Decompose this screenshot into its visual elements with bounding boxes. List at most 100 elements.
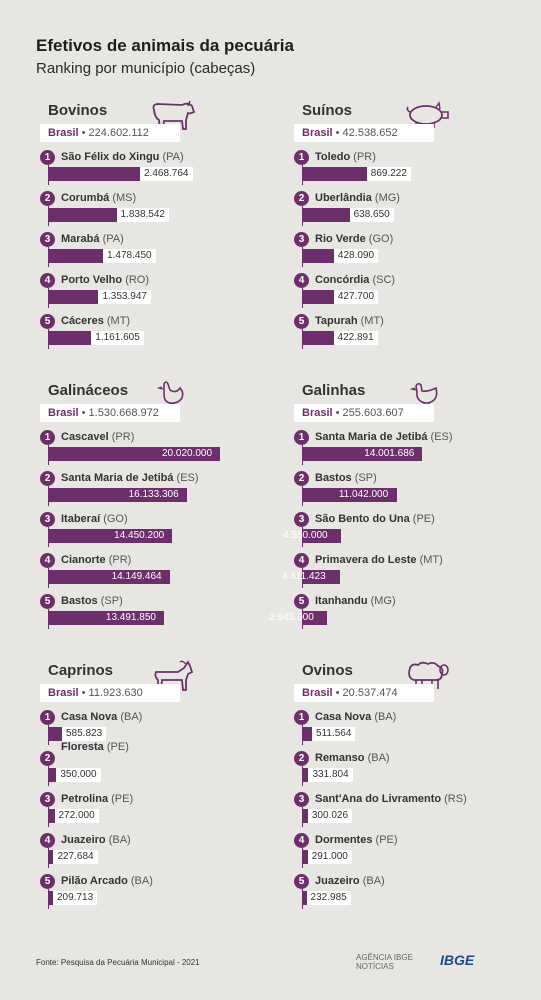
data-label: 272.000	[54, 809, 99, 823]
municipio-label: Casa Nova (BA)	[61, 711, 143, 723]
data-label: 2.468.764	[140, 167, 193, 181]
rank-badge: 2	[294, 191, 309, 206]
rank-badge: 2	[40, 471, 55, 486]
rank-badge: 5	[294, 874, 309, 889]
data-label: 638.650	[349, 208, 394, 222]
data-label: 20.020.000	[162, 448, 213, 459]
data-bar	[48, 570, 170, 584]
chart-title: Galináceos	[48, 382, 129, 399]
data-label: 209.713	[53, 891, 98, 905]
data-bar	[302, 768, 309, 782]
municipio-label: Cianorte (PR)	[61, 554, 132, 566]
rank-entry: 1 Casa Nova (BA) 511.564	[294, 710, 534, 750]
municipio-label: Concórdia (SC)	[315, 274, 396, 286]
data-bar	[48, 249, 104, 263]
data-bar	[48, 488, 187, 502]
municipio-label: Bastos (SP)	[61, 595, 123, 607]
rank-entry: 3 Sant'Ana do Livramento (RS) 300.026	[294, 792, 534, 832]
rank-entry: 2 Uberlândia (MG) 638.650	[294, 191, 534, 231]
uf-label: (MS)	[112, 192, 137, 204]
uf-label: (SP)	[100, 595, 123, 607]
rank-entry: 4 Primavera do Leste (MT) 4.411.423	[282, 553, 534, 593]
uf-label: (BA)	[130, 875, 153, 887]
data-label: 4.411.423	[281, 571, 326, 582]
rank-badge: 5	[40, 874, 55, 889]
data-label: 428.090	[333, 249, 379, 263]
municipio-label: Remanso (BA)	[315, 752, 390, 764]
municipio-label: Juazeiro (BA)	[61, 834, 131, 846]
chart-title: Ovinos	[302, 662, 353, 679]
rank-entry: 4 Juazeiro (BA) 227.684	[40, 833, 280, 873]
uf-label: (PR)	[353, 151, 376, 163]
uf-label: (PA)	[102, 233, 124, 245]
agencia-ibge-logo: AGÊNCIA IBGE NOTÍCIAS	[356, 953, 413, 971]
municipio-label: Petrolina (PE)	[61, 793, 134, 805]
municipio-label: Porto Velho (RO)	[61, 274, 150, 286]
municipio-label: São Bento do Una (PE)	[315, 513, 435, 525]
brasil-total: Brasil • 1.530.668.972	[40, 404, 180, 422]
data-bar	[48, 809, 55, 823]
rank-entry: 2 Corumbá (MS) 1.838.542	[40, 191, 280, 231]
data-bar	[48, 850, 54, 864]
data-bar	[48, 611, 164, 625]
rank-entry: 4 Porto Velho (RO) 1.353.947	[40, 273, 280, 313]
rank-entry: 1 São Félix do Xingu (PA) 2.468.764	[40, 150, 280, 190]
uf-label: (PE)	[412, 513, 435, 525]
rank-entry: 4 Cianorte (PR) 14.149.464	[40, 553, 280, 593]
rank-badge: 5	[40, 594, 55, 609]
data-bar	[302, 167, 367, 181]
data-bar	[48, 447, 220, 461]
municipio-label: Bastos (SP)	[315, 472, 377, 484]
brasil-total: Brasil • 255.603.607	[294, 404, 434, 422]
rank-entry: 3 São Bento do Una (PE) 4.550.000	[283, 512, 534, 552]
rank-badge: 4	[294, 833, 309, 848]
data-bar	[302, 488, 397, 502]
uf-label: (RO)	[125, 274, 150, 286]
brasil-value: • 255.603.607	[332, 407, 404, 419]
brasil-total: Brasil • 20.537.474	[294, 684, 434, 702]
municipio-label: São Félix do Xingu (PA)	[61, 151, 184, 163]
cow-icon	[148, 98, 198, 132]
data-label: 14.001.686	[364, 448, 415, 459]
data-bar	[48, 331, 92, 345]
rank-entry: 2 Remanso (BA) 331.804	[294, 751, 534, 791]
rank-entry: 5 Bastos (SP) 13.491.850	[40, 594, 280, 634]
rank-entry: 1 Cascavel (PR) 20.020.000	[40, 430, 280, 470]
uf-label: (MT)	[360, 315, 384, 327]
brasil-label: Brasil	[302, 407, 333, 419]
rank-badge: 4	[40, 273, 55, 288]
rank-entry: 2 Bastos (SP) 11.042.000	[294, 471, 534, 511]
data-label: 511.564	[312, 727, 356, 741]
data-bar	[302, 249, 334, 263]
uf-label: (PE)	[106, 741, 129, 753]
municipio-label: Santa Maria de Jetibá (ES)	[315, 431, 453, 443]
uf-label: (RS)	[444, 793, 467, 805]
rank-badge: 2	[40, 751, 55, 766]
data-bar	[48, 768, 57, 782]
rank-badge: 1	[294, 430, 309, 445]
data-bar	[48, 529, 173, 543]
municipio-label: Toledo (PR)	[315, 151, 376, 163]
data-bar	[302, 891, 307, 905]
data-label: 291.000	[307, 850, 352, 864]
uf-label: (BA)	[108, 834, 131, 846]
uf-label: (MT)	[106, 315, 131, 327]
rank-entry: 4 Dormentes (PE) 291.000	[294, 833, 534, 873]
rank-badge: 1	[40, 150, 55, 165]
municipio-label: Primavera do Leste (MT)	[315, 554, 443, 566]
rank-badge: 1	[294, 710, 309, 725]
data-label: 1.838.542	[116, 208, 169, 222]
data-label: 1.161.605	[91, 331, 144, 345]
brasil-value: • 42.538.652	[332, 127, 398, 139]
data-bar	[302, 611, 328, 625]
rank-badge: 4	[294, 273, 309, 288]
rank-badge: 3	[40, 232, 55, 247]
uf-label: (MG)	[370, 595, 396, 607]
municipio-label: Itanhandu (MG)	[315, 595, 396, 607]
rank-badge: 1	[294, 150, 309, 165]
uf-label: (SP)	[354, 472, 377, 484]
rank-entry: 5 Pilão Arcado (BA) 209.713	[40, 874, 280, 914]
data-label: 350.000	[56, 768, 101, 782]
data-label: 14.450.200	[114, 530, 165, 541]
municipio-label: Casa Nova (BA)	[315, 711, 397, 723]
